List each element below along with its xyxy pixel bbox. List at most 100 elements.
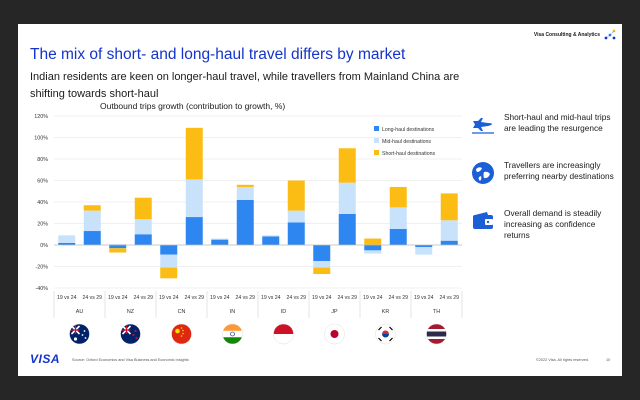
bar-segment (185, 127, 203, 180)
x-tick-label: 24 vs 29 (388, 295, 408, 301)
bar-segment (211, 239, 229, 245)
flag-outline (324, 323, 345, 345)
bar-segment (83, 210, 101, 232)
y-tick-label: 40% (37, 200, 48, 206)
insight-demand: Overall demand is steadily increasing as… (470, 208, 620, 248)
bar-segment (134, 197, 152, 220)
x-tick-label: 19 vs 24 (414, 295, 434, 301)
flag-outline (69, 323, 90, 345)
bar-segment (211, 238, 229, 240)
flag-in-icon (222, 324, 243, 344)
slide: Visa Consulting & Analytics The mix of s… (18, 24, 622, 376)
y-tick-label: -20% (35, 265, 48, 271)
bar-segment (364, 250, 382, 254)
bar-segment (262, 236, 280, 245)
y-tick-label: 80% (37, 157, 48, 163)
bar-segment (415, 247, 433, 255)
bar-segment (287, 210, 305, 223)
legend-swatch (374, 126, 379, 131)
bar-segment (313, 245, 331, 262)
y-tick-label: 0% (40, 243, 48, 249)
page-subtitle: Indian residents are keen on longer-haul… (30, 71, 460, 100)
bar-segment (287, 180, 305, 211)
y-tick-label: 120% (34, 114, 48, 120)
flag-au-icon (69, 324, 90, 344)
group-label: CN (178, 309, 186, 315)
bar-segment (236, 186, 254, 200)
flag-outline (120, 323, 141, 345)
insight-text: Travellers are increasingly preferring n… (504, 160, 614, 181)
brand-logo-icon (604, 29, 616, 40)
globe-icon (472, 162, 494, 184)
bar-segment (338, 213, 356, 245)
flag-cn-icon (171, 324, 192, 344)
bar-segment (134, 219, 152, 235)
bar-segment (338, 182, 356, 214)
flag-outline (171, 323, 192, 345)
bar-segment (364, 245, 382, 251)
flag-outline (273, 323, 294, 345)
flag-kr-icon (375, 324, 396, 344)
chart-title: Outbound trips growth (contribution to g… (100, 101, 286, 111)
group-label: JP (331, 309, 338, 315)
legend-swatch (374, 138, 379, 143)
x-tick-label: 19 vs 24 (261, 295, 281, 301)
bar-segment (160, 254, 178, 268)
bar-segment (389, 207, 407, 229)
bar-segment (58, 242, 76, 245)
bar-segment (236, 199, 254, 245)
bar-segment (389, 186, 407, 208)
x-tick-label: 24 vs 29 (337, 295, 357, 301)
bar-segment (185, 179, 203, 218)
x-tick-label: 19 vs 24 (312, 295, 332, 301)
legend-label: Mid-haul destinations (382, 139, 431, 145)
bar-segment (160, 245, 178, 255)
bar-segment (364, 238, 382, 245)
x-tick-label: 24 vs 29 (286, 295, 306, 301)
bar-segment (236, 184, 254, 187)
group-label: IN (230, 309, 235, 315)
group-label: NZ (127, 309, 135, 315)
flag-outline (375, 323, 396, 345)
airplane-icon (472, 118, 494, 134)
bar-segment (83, 205, 101, 211)
x-tick-label: 24 vs 29 (439, 295, 459, 301)
bar-segment (389, 228, 407, 245)
bar-segment (109, 245, 127, 249)
x-tick-label: 19 vs 24 (210, 295, 230, 301)
legend-swatch (374, 150, 379, 155)
page-number: 10 (606, 358, 611, 362)
y-tick-label: 20% (37, 222, 48, 228)
wallet-icon (473, 212, 493, 229)
x-tick-label: 19 vs 24 (108, 295, 128, 301)
legend-label: Long-haul destinations (382, 127, 435, 133)
flag-id-icon (273, 324, 294, 344)
bar-segment (262, 235, 280, 237)
source-note: Source: Oxford Economics and Visa Busine… (72, 358, 189, 362)
insight-nearby: Travellers are increasingly preferring n… (470, 160, 620, 200)
group-label: TH (433, 309, 440, 315)
legend-label: Short-haul destinations (382, 151, 435, 157)
bar-segment (313, 267, 331, 275)
copyright: ©2022 Visa. All rights reserved. (536, 358, 589, 362)
insight-short-haul: Short-haul and mid-haul trips are leadin… (470, 112, 620, 152)
x-tick-label: 19 vs 24 (363, 295, 383, 301)
flag-th-icon (426, 324, 447, 344)
bar-segment (109, 248, 127, 253)
stacked-bar-chart: 120% 100% 80% 60% 40% 20% 0% -20% -40% 19 vs 24 24… (34, 114, 463, 345)
y-tick-label: 60% (37, 179, 48, 185)
bar-segment (83, 231, 101, 245)
bar-segment (160, 267, 178, 279)
flag-outline (426, 323, 447, 345)
group-label: KR (382, 309, 390, 315)
flag-jp-icon (324, 324, 345, 344)
insight-text: Overall demand is steadily increasing as… (504, 208, 602, 240)
bar-segment (185, 217, 203, 245)
group-label: AU (76, 309, 84, 315)
bar-segment (109, 243, 127, 245)
insight-text: Short-haul and mid-haul trips are leadin… (504, 112, 611, 133)
bar-segment (440, 240, 458, 245)
bar-segment (58, 235, 76, 243)
x-tick-label: 24 vs 29 (133, 295, 153, 301)
x-tick-label: 19 vs 24 (159, 295, 179, 301)
